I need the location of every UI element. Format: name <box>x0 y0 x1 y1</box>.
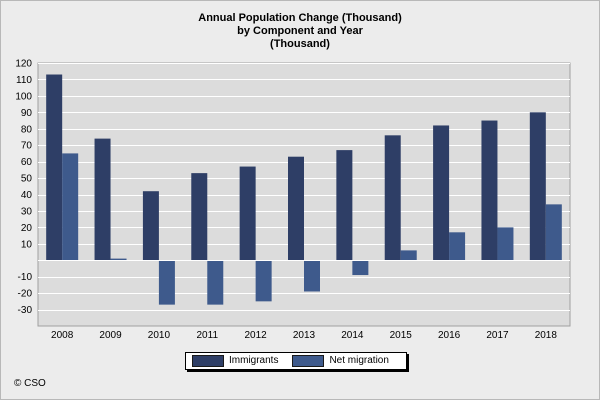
y-tick-label: 10 <box>21 239 33 250</box>
y-tick-label: -30 <box>18 305 33 316</box>
y-tick-label: 30 <box>21 206 33 217</box>
y-tick-label: 20 <box>21 223 33 234</box>
bar-immigrants-2018 <box>529 112 546 261</box>
bar-net-migration-2013 <box>304 260 320 292</box>
bar-immigrants-2011 <box>191 173 208 261</box>
bar-immigrants-2015 <box>384 135 401 261</box>
x-tick-label: 2015 <box>390 330 413 341</box>
bar-net-migration-2012 <box>255 260 272 302</box>
y-tick-label: 80 <box>21 124 33 135</box>
chart-title-line-2: by Component and Year <box>237 25 363 37</box>
bar-net-migration-2010 <box>158 260 175 305</box>
legend-swatch-net-migration <box>292 355 325 367</box>
x-tick-label: 2013 <box>293 330 316 341</box>
y-tick-label: -20 <box>18 289 33 300</box>
bar-net-migration-2011 <box>207 260 224 305</box>
x-tick-label: 2009 <box>99 330 122 341</box>
x-tick-label: 2011 <box>197 330 219 341</box>
bar-immigrants-2016 <box>433 125 450 261</box>
legend-item-net-migration: Net migration <box>292 353 389 369</box>
bar-net-migration-2008 <box>62 153 79 261</box>
x-tick-label: 2012 <box>245 330 268 341</box>
legend-item-immigrants: Immigrants <box>192 353 278 369</box>
bar-immigrants-2008 <box>46 74 63 261</box>
chart-legend: Immigrants Net migration <box>185 352 407 370</box>
copyright-text: © CSO <box>14 378 46 389</box>
bar-immigrants-2012 <box>239 166 256 261</box>
y-tick-label: 60 <box>21 157 33 168</box>
y-tick-label: 50 <box>21 174 33 185</box>
x-tick-label: 2008 <box>51 330 74 341</box>
bar-net-migration-2018 <box>545 204 562 261</box>
bar-net-migration-2017 <box>497 227 514 261</box>
y-tick-label: 70 <box>21 141 33 152</box>
x-tick-label: 2018 <box>535 330 558 341</box>
y-tick-label: 100 <box>15 91 32 102</box>
bar-immigrants-2017 <box>481 120 498 261</box>
bar-immigrants-2014 <box>336 150 353 261</box>
bar-net-migration-2014 <box>352 260 369 276</box>
bar-immigrants-2009 <box>94 138 111 261</box>
bar-net-migration-2009 <box>110 258 127 261</box>
legend-label-immigrants: Immigrants <box>229 355 279 366</box>
y-tick-label: 110 <box>16 75 32 86</box>
chart-title-line-3: (Thousand) <box>270 38 330 50</box>
y-tick-label: 40 <box>21 190 33 201</box>
x-tick-label: 2010 <box>148 330 171 341</box>
chart-title-line-1: Annual Population Change (Thousand) <box>198 12 402 24</box>
y-tick-label: -10 <box>18 272 33 283</box>
x-tick-label: 2016 <box>438 330 461 341</box>
bar-immigrants-2010 <box>142 191 159 261</box>
bar-net-migration-2016 <box>449 232 466 261</box>
legend-swatch-immigrants <box>192 355 224 367</box>
bar-net-migration-2015 <box>400 250 417 261</box>
x-tick-label: 2017 <box>486 330 509 341</box>
y-tick-label: 120 <box>15 59 32 70</box>
chart-title: Annual Population Change (Thousand) by C… <box>0 12 600 51</box>
legend-label-net-migration: Net migration <box>329 355 389 366</box>
x-tick-label: 2014 <box>341 330 364 341</box>
bar-immigrants-2013 <box>288 156 304 261</box>
y-tick-label: 90 <box>21 108 33 119</box>
